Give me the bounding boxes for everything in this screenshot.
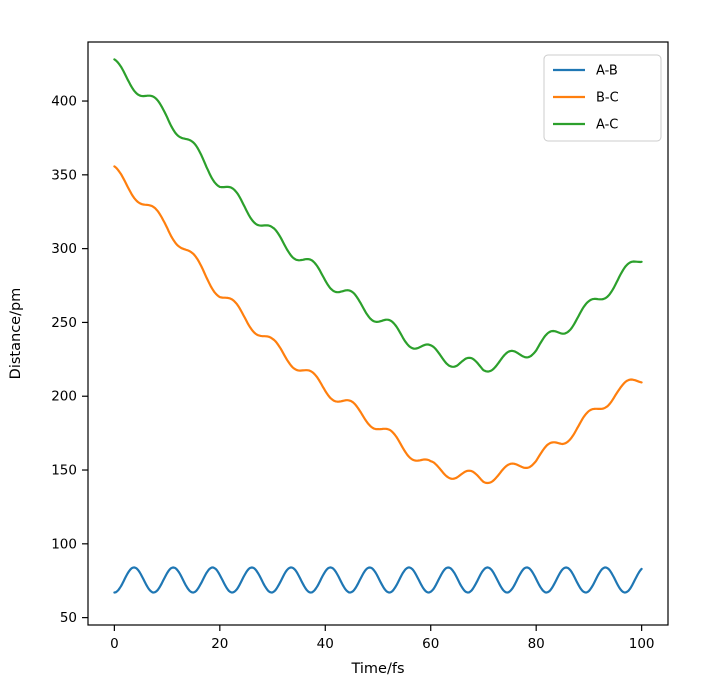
- y-tick-label: 50: [60, 610, 77, 626]
- legend-label: A-B: [596, 64, 618, 79]
- y-tick-label: 400: [51, 94, 77, 110]
- series-line-a-c: [113, 58, 643, 373]
- x-axis-label: Time/fs: [350, 661, 404, 677]
- legend-label: A-C: [596, 118, 618, 133]
- y-tick-label: 150: [51, 463, 77, 479]
- legend: A-B B-C A-C: [543, 54, 662, 142]
- y-tick-label: 300: [51, 241, 77, 257]
- x-tick-label: 40: [317, 636, 334, 652]
- x-tick-label: 0: [110, 636, 119, 652]
- x-tick-label: 100: [629, 636, 655, 652]
- axes-spines: [87, 41, 669, 626]
- legend-label: B-C: [596, 91, 619, 106]
- x-tick-label: 60: [422, 636, 439, 652]
- legend-box: [543, 54, 662, 142]
- x-tick-label: 80: [528, 636, 545, 652]
- y-tick-label: 250: [51, 315, 77, 331]
- y-tick-label: 100: [51, 536, 77, 552]
- y-axis-label: Distance/pm: [8, 288, 24, 380]
- series-line-a-b: [113, 566, 643, 594]
- series-line-b-c: [113, 165, 643, 485]
- y-tick-label: 350: [51, 167, 77, 183]
- y-tick-label: 200: [51, 389, 77, 405]
- x-tick-label: 20: [211, 636, 228, 652]
